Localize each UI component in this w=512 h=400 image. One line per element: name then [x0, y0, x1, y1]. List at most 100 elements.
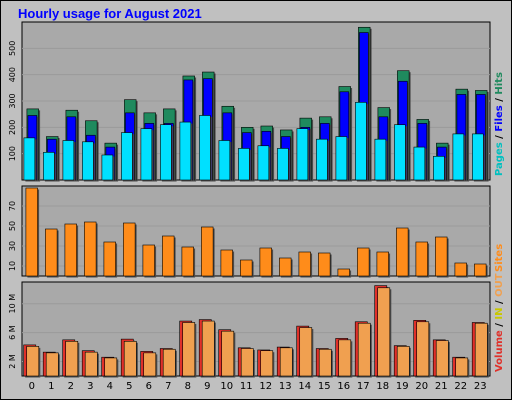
sites-bar: [201, 226, 214, 277]
pages-bar: [335, 136, 348, 181]
x-tick-label: 20: [415, 381, 428, 392]
pages-bar: [62, 140, 75, 181]
pages-bar: [199, 115, 211, 181]
chart-title: Hourly usage for August 2021: [18, 6, 202, 21]
pages-bar: [257, 145, 270, 181]
sites-bar: [181, 246, 194, 277]
pages-bar: [374, 138, 387, 181]
kbytes-out-bar: [357, 322, 371, 377]
kbytes-out-bar: [318, 348, 332, 377]
middle-ytick-label: 30: [8, 241, 17, 251]
pages-bar: [43, 152, 55, 181]
sites-bar: [396, 227, 409, 277]
pages-bar: [452, 133, 465, 181]
sites-bar: [435, 236, 448, 277]
middle-ytick-label: 10: [8, 261, 17, 271]
pages-bar: [394, 124, 406, 181]
x-tick-label: 13: [279, 381, 292, 392]
pages-bar: [316, 138, 328, 181]
sites-bar: [64, 223, 77, 277]
sites-bar: [298, 251, 311, 277]
x-tick-label: 21: [435, 381, 448, 392]
kbytes-out-bar: [279, 347, 293, 377]
top-ytick-label: 300: [8, 93, 17, 108]
top-ytick-label: 100: [8, 146, 17, 161]
sites-bar: [123, 222, 136, 277]
middle-ytick-label: 50: [8, 221, 17, 231]
pages-bar: [121, 132, 133, 181]
x-tick-label: 22: [454, 381, 467, 392]
x-tick-label: 23: [474, 381, 487, 392]
kbytes-out-bar: [65, 340, 79, 377]
x-tick-label: 14: [298, 381, 311, 392]
pages-bar: [296, 128, 309, 181]
x-tick-label: 19: [396, 381, 409, 392]
x-tick-label: 8: [185, 381, 191, 392]
kbytes-out-bar: [338, 339, 352, 377]
kbytes-out-bar: [260, 350, 274, 377]
sites-bar: [454, 262, 467, 277]
sites-bar: [357, 247, 370, 277]
top-axis-label-part: Pages: [494, 142, 505, 176]
sites-bar: [240, 259, 253, 277]
sites-bar: [25, 187, 38, 277]
x-tick-label: 18: [376, 381, 389, 392]
x-tick-label: 0: [29, 381, 35, 392]
top-ytick-label: 200: [8, 120, 17, 135]
pages-bar: [472, 133, 484, 181]
x-tick-label: 9: [204, 381, 210, 392]
sites-bar: [162, 235, 175, 277]
middle-plot-area: [21, 185, 491, 277]
bottom-axis-label: Volume / IN / OUT: [494, 273, 505, 372]
kbytes-out-bar: [299, 327, 313, 377]
x-tick-label: 11: [240, 381, 253, 392]
sites-bar: [103, 241, 116, 277]
pages-bar: [101, 154, 114, 181]
kbytes-out-bar: [221, 330, 235, 377]
sites-bar: [84, 221, 97, 277]
top-axis-label-part: Hits: [494, 72, 505, 95]
kbytes-out-bar: [162, 348, 176, 377]
bottom-axis-label-part: Volume: [494, 330, 505, 372]
kbytes-out-bar: [435, 340, 449, 377]
kbytes-out-bar: [26, 346, 40, 377]
kbytes-out-bar: [143, 352, 157, 377]
x-tick-label: 5: [126, 381, 132, 392]
pages-bar: [277, 148, 289, 181]
x-tick-label: 16: [337, 381, 350, 392]
pages-bar: [433, 156, 445, 181]
bottom-ytick-label: 6 M: [8, 325, 17, 340]
pages-bar: [218, 140, 231, 181]
top-ytick-label: 500: [8, 41, 17, 56]
pages-bar: [140, 128, 153, 181]
kbytes-out-bar: [45, 352, 59, 377]
kbytes-out-bar: [104, 357, 118, 377]
top-axis-label-part: Files: [494, 105, 505, 131]
bottom-axis-label-part: OUT: [494, 273, 505, 297]
top-axis-label-part: /: [494, 132, 505, 143]
bottom-plot-area: [21, 281, 491, 377]
bottom-axis-label-part: IN: [494, 307, 505, 319]
x-tick-label: 10: [220, 381, 233, 392]
kbytes-out-bar: [396, 346, 410, 377]
sites-bar: [279, 257, 292, 277]
kbytes-out-bar: [455, 357, 469, 377]
sites-bar: [259, 247, 272, 277]
x-tick-label: 7: [165, 381, 171, 392]
x-tick-label: 2: [68, 381, 74, 392]
pages-bar: [179, 121, 192, 181]
x-tick-label: 3: [87, 381, 93, 392]
x-tick-label: 4: [107, 381, 113, 392]
pages-bar: [23, 137, 36, 181]
kbytes-out-bar: [474, 322, 488, 377]
sites-bar: [220, 249, 233, 277]
bottom-axis-label-part: /: [494, 320, 505, 331]
sites-bar: [474, 263, 487, 277]
sites-bar: [45, 228, 58, 277]
sites-bar: [376, 251, 389, 277]
bottom-axis-label-part: /: [494, 297, 505, 308]
x-tick-label: 12: [259, 381, 272, 392]
top-axis-label-part: /: [494, 95, 505, 106]
bottom-ytick-label: 2 M: [8, 354, 17, 369]
pages-bar: [82, 141, 94, 181]
